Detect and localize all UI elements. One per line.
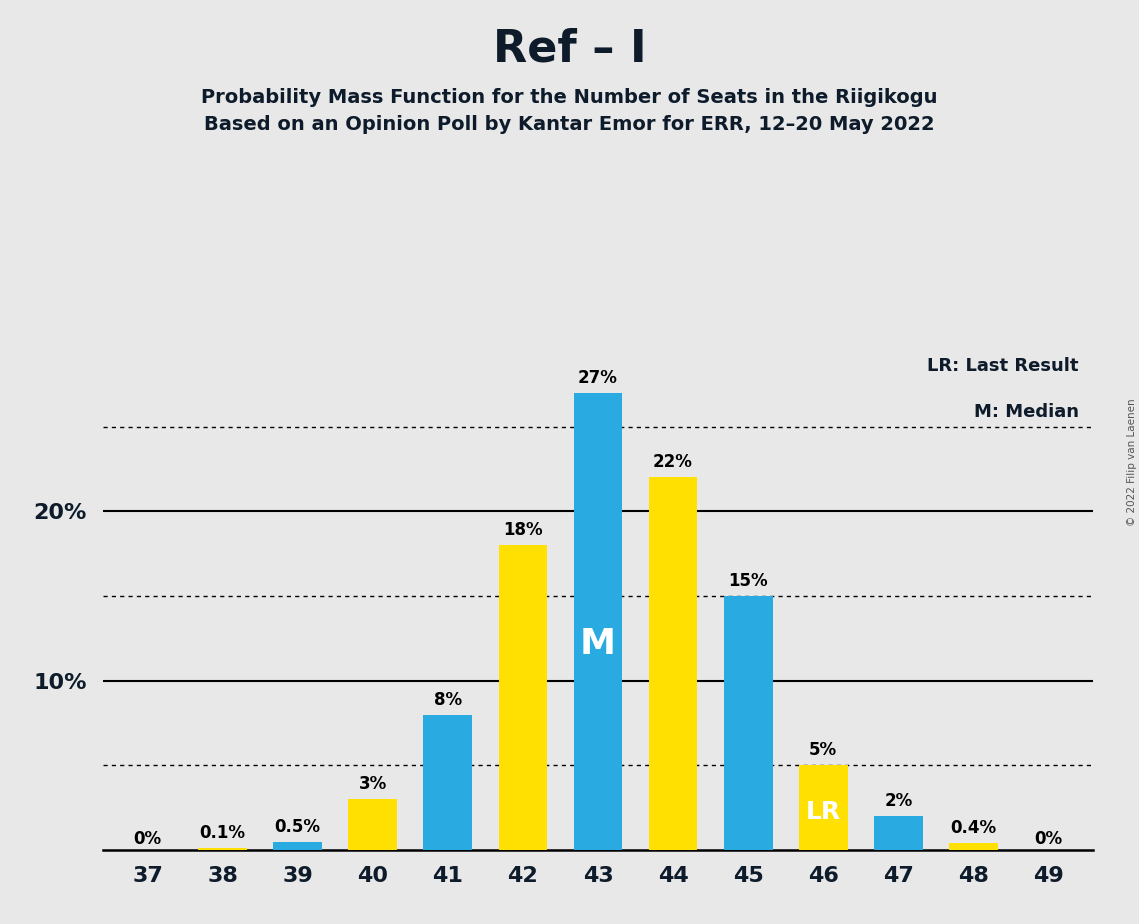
- Text: 27%: 27%: [577, 369, 618, 387]
- Text: Probability Mass Function for the Number of Seats in the Riigikogu: Probability Mass Function for the Number…: [202, 88, 937, 107]
- Text: 8%: 8%: [434, 690, 462, 709]
- Text: © 2022 Filip van Laenen: © 2022 Filip van Laenen: [1126, 398, 1137, 526]
- Text: 5%: 5%: [809, 741, 837, 760]
- Text: 22%: 22%: [653, 454, 693, 471]
- Bar: [273, 842, 322, 850]
- Text: 0%: 0%: [133, 830, 162, 847]
- Bar: [798, 765, 847, 850]
- Bar: [874, 816, 923, 850]
- Bar: [198, 848, 247, 850]
- Bar: [648, 478, 697, 850]
- Text: M: Median: M: Median: [974, 403, 1079, 420]
- Text: M: M: [580, 627, 616, 662]
- Bar: [949, 844, 998, 850]
- Text: 15%: 15%: [728, 572, 768, 590]
- Bar: [723, 596, 772, 850]
- Bar: [499, 545, 548, 850]
- Text: Ref – I: Ref – I: [493, 28, 646, 71]
- Text: 0.4%: 0.4%: [950, 820, 997, 837]
- Text: 0.1%: 0.1%: [199, 824, 246, 843]
- Text: 2%: 2%: [884, 792, 912, 810]
- Text: 0%: 0%: [1034, 830, 1063, 847]
- Bar: [349, 799, 398, 850]
- Text: Based on an Opinion Poll by Kantar Emor for ERR, 12–20 May 2022: Based on an Opinion Poll by Kantar Emor …: [204, 116, 935, 135]
- Text: LR: LR: [805, 800, 841, 824]
- Bar: [424, 714, 473, 850]
- Text: 3%: 3%: [359, 775, 387, 794]
- Bar: [574, 393, 622, 850]
- Text: 18%: 18%: [503, 521, 542, 540]
- Text: 0.5%: 0.5%: [274, 818, 321, 835]
- Text: LR: Last Result: LR: Last Result: [927, 358, 1079, 375]
